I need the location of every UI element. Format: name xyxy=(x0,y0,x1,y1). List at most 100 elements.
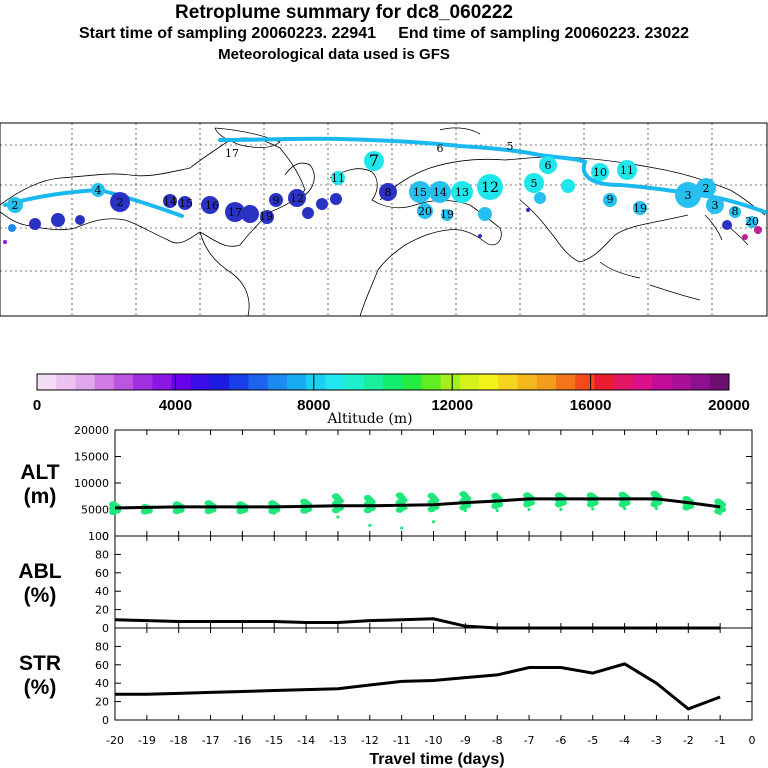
colorbar-swatch xyxy=(37,374,57,390)
svg-text:19: 19 xyxy=(259,210,273,223)
panel-label-units: (%) xyxy=(24,676,57,699)
x-tick-label: -8 xyxy=(492,734,503,747)
y-tick-label: 0 xyxy=(102,622,109,635)
y-tick-label: 40 xyxy=(95,585,109,598)
series-line-alt xyxy=(114,497,721,510)
panel-abl: 0 20 40 60 80 100 ABL(%) xyxy=(18,530,753,635)
particle-point xyxy=(395,506,404,513)
particle-point xyxy=(495,508,499,513)
x-tick-label: -10 xyxy=(425,734,443,747)
colorbar-swatch xyxy=(709,374,730,390)
svg-text:12: 12 xyxy=(290,192,304,205)
colorbar-swatch xyxy=(133,374,153,390)
x-tick-label: -11 xyxy=(393,734,411,747)
x-tick-label: -17 xyxy=(202,734,220,747)
colorbar-swatch xyxy=(556,374,576,390)
particle-point xyxy=(400,526,404,530)
svg-text:10: 10 xyxy=(593,166,607,179)
particle-point xyxy=(431,520,436,524)
panel-frame xyxy=(114,535,753,629)
svg-text:5: 5 xyxy=(531,177,538,190)
y-tick-label: 15000 xyxy=(74,451,109,464)
colorbar-swatch xyxy=(440,374,461,390)
colorbar-swatch xyxy=(402,374,422,390)
colorbar-swatch xyxy=(190,374,211,390)
svg-text:8: 8 xyxy=(385,186,392,199)
particle-point xyxy=(618,501,627,508)
colorbar-swatch xyxy=(421,374,442,390)
particle-point xyxy=(623,506,627,511)
svg-text:20: 20 xyxy=(418,205,432,218)
svg-text:6: 6 xyxy=(437,142,444,155)
panel-label-units: (m) xyxy=(24,485,57,508)
svg-text:7: 7 xyxy=(369,151,379,170)
colorbar-swatch xyxy=(363,374,384,390)
svg-text:17: 17 xyxy=(228,206,242,219)
map-frame xyxy=(0,122,768,317)
y-tick-label: 0 xyxy=(102,714,109,727)
colorbar-tick-label: 12000 xyxy=(431,397,473,414)
colorbar-swatch xyxy=(652,374,672,390)
svg-text:9: 9 xyxy=(273,194,280,207)
svg-text:15: 15 xyxy=(413,186,427,199)
colorbar-swatch xyxy=(267,374,288,390)
colorbar-swatch xyxy=(325,374,346,390)
y-tick-label: 20000 xyxy=(74,424,109,437)
colorbar-swatch xyxy=(459,374,480,390)
y-tick-label: 0 xyxy=(102,530,109,543)
colorbar-swatch xyxy=(152,374,173,390)
particle-point xyxy=(331,507,340,514)
x-tick-label: -6 xyxy=(555,734,566,747)
colorbar-swatch xyxy=(632,374,653,390)
particle-point xyxy=(586,501,595,508)
colorbar-swatch xyxy=(575,374,595,390)
colorbar-swatch xyxy=(690,374,711,390)
svg-text:15: 15 xyxy=(179,197,193,210)
svg-text:8: 8 xyxy=(732,205,739,218)
svg-text:19: 19 xyxy=(633,202,647,215)
panel-label: STR xyxy=(19,652,61,675)
colorbar-swatch xyxy=(383,374,403,390)
svg-text:2: 2 xyxy=(703,182,710,195)
particle-point xyxy=(113,508,117,513)
x-tick-label: -14 xyxy=(297,734,315,747)
y-tick-label: 10000 xyxy=(74,477,109,490)
particle-point xyxy=(427,506,436,513)
svg-text:14: 14 xyxy=(163,195,177,208)
particle-point xyxy=(527,507,531,512)
colorbar-swatch xyxy=(613,374,634,390)
particle-point xyxy=(208,508,213,512)
colorbar-title: Altitude (m) xyxy=(326,411,412,427)
x-tick-label: -19 xyxy=(138,734,156,747)
particle-point xyxy=(718,512,722,516)
colorbar-tick-label: 20000 xyxy=(708,397,750,414)
particle-point xyxy=(177,508,181,513)
svg-text:2: 2 xyxy=(12,199,19,212)
met-data-source: Meteorological data used is GFS xyxy=(218,46,450,63)
svg-text:14: 14 xyxy=(433,186,447,199)
x-tick-label: -20 xyxy=(106,734,124,747)
colorbar-swatch xyxy=(113,374,134,390)
y-tick-label: 80 xyxy=(95,640,109,653)
figure-title: Retroplume summary for dc8_060222 xyxy=(175,2,513,23)
y-tick-label: 20 xyxy=(95,604,109,617)
colorbar-swatch xyxy=(56,374,76,390)
colorbar-swatch xyxy=(479,374,499,390)
particle-point xyxy=(650,501,659,508)
svg-text:4: 4 xyxy=(95,184,102,197)
colorbar-swatch xyxy=(171,374,192,390)
svg-text:17: 17 xyxy=(225,147,239,160)
x-tick-label: -9 xyxy=(460,734,471,747)
colorbar-swatch xyxy=(517,374,538,390)
x-tick-label: -1 xyxy=(715,734,726,747)
panels: 0 5000 10000 15000 20000 ALT(m) 0 20 40 60 80 100 AB… xyxy=(18,424,755,747)
particle-point xyxy=(554,501,563,508)
x-tick-label: -16 xyxy=(233,734,251,747)
particle-point xyxy=(145,509,149,513)
x-tick-label: -7 xyxy=(524,734,535,747)
series-line-str xyxy=(115,662,721,711)
particle-point xyxy=(654,506,659,511)
y-tick-label: 100 xyxy=(88,530,109,543)
